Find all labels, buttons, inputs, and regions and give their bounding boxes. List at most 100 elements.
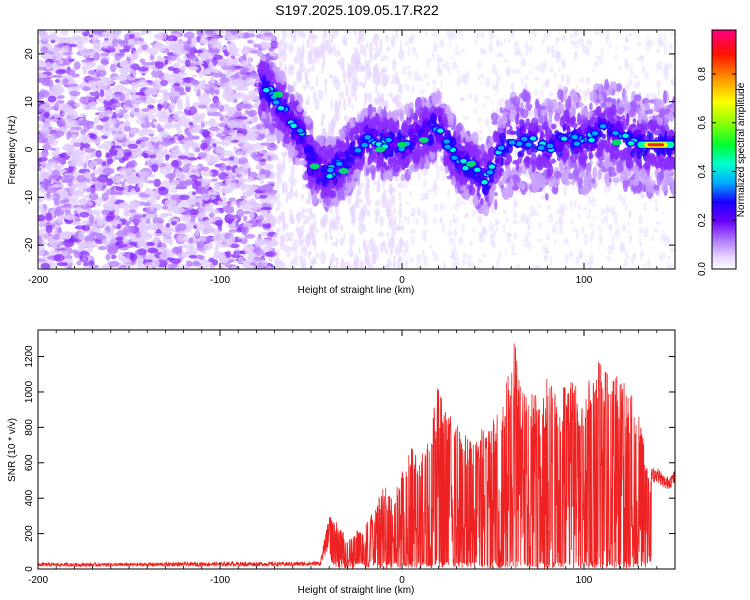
heatmap-cell [63, 189, 68, 198]
heatmap-cell [56, 262, 69, 267]
heatmap-cell [536, 238, 542, 243]
heatmap-cell [243, 243, 254, 252]
heatmap-cell [193, 49, 204, 54]
heatmap-cell [489, 33, 495, 39]
heatmap-cell [639, 241, 643, 248]
heatmap-cell [48, 174, 53, 182]
heatmap-cell [191, 198, 200, 203]
heatmap-cell [109, 63, 117, 73]
heatmap-cell [507, 38, 511, 43]
heatmap-cell [129, 127, 140, 135]
heatmap-cell [61, 112, 72, 116]
heatmap-cell [165, 140, 175, 145]
heatmap-cell [127, 151, 132, 156]
heatmap-cell [372, 53, 378, 61]
heatmap-cell [63, 203, 72, 208]
heatmap-cell [423, 73, 428, 79]
heatmap-cell [490, 112, 499, 122]
heatmap-cell [141, 61, 154, 66]
heatmap-cell [461, 49, 465, 54]
heatmap-cell [665, 62, 668, 72]
heatmap-cell [252, 125, 258, 133]
heatmap-cell [215, 183, 222, 191]
heatmap-cell [116, 149, 125, 159]
heatmap-cell [123, 184, 129, 192]
heatmap-cell [73, 142, 81, 147]
heatmap-cell [482, 253, 487, 258]
heatmap-cell [542, 81, 546, 91]
heatmap-cell [320, 43, 327, 52]
heatmap-cell [183, 31, 195, 39]
heatmap-cell [59, 200, 65, 204]
heatmap-cell [60, 45, 70, 54]
heatmap-cell [375, 98, 382, 103]
heatmap-cell [416, 76, 423, 82]
heatmap-cell [235, 116, 248, 120]
heatmap-cell [395, 93, 400, 99]
heatmap-cell [211, 235, 223, 241]
heatmap-cell [78, 119, 91, 127]
heatmap-cell [330, 252, 336, 264]
heatmap-cell [194, 230, 200, 238]
heatmap-cell [194, 201, 201, 207]
heatmap-cell [149, 136, 156, 141]
heatmap-cell [116, 112, 125, 118]
heatmap-cell [512, 219, 519, 225]
heatmap-cell [502, 223, 506, 231]
heatmap-cell [600, 208, 605, 216]
heatmap-cell [398, 93, 402, 100]
heatmap-cell [53, 112, 61, 119]
heatmap-cell [68, 200, 79, 205]
heatmap-cell [250, 50, 259, 54]
heatmap-cell [196, 177, 208, 182]
heatmap-cell [126, 160, 138, 168]
heatmap-cell [39, 103, 48, 110]
heatmap-cell [101, 238, 111, 246]
heatmap-cell [503, 58, 509, 63]
heatmap-cell [145, 187, 151, 195]
heatmap-cell [169, 74, 180, 78]
heatmap-cell [217, 58, 230, 63]
heatmap-cell [261, 219, 271, 224]
heatmap-cell [495, 68, 499, 80]
heatmap-cell [373, 259, 377, 265]
heatmap-cell [344, 84, 349, 97]
heatmap-cell [365, 174, 370, 188]
heatmap-cell [668, 242, 671, 247]
heatmap-cell [364, 185, 370, 196]
heatmap-cell [559, 220, 565, 225]
heatmap-cell [307, 79, 310, 85]
heatmap-cell [283, 261, 287, 269]
heatmap-cell [138, 179, 150, 183]
heatmap-cell [138, 223, 149, 232]
heatmap-cell [40, 73, 48, 79]
heatmap-cell [364, 91, 368, 106]
heatmap-cell [448, 237, 455, 246]
heatmap-cell [329, 33, 333, 45]
heatmap-cell [612, 210, 618, 220]
heatmap-cell [277, 192, 280, 201]
heatmap-cell [119, 120, 124, 125]
heatmap-cell [399, 224, 405, 232]
heatmap-cell [45, 61, 52, 71]
heatmap-cell [356, 37, 361, 45]
heatmap-cell [181, 82, 192, 87]
heatmap-cell [103, 206, 113, 210]
heatmap-cell [260, 207, 273, 211]
heatmap-cell [108, 260, 120, 268]
heatmap-cell [79, 141, 85, 151]
heatmap-cell [231, 161, 237, 166]
heatmap-cell [58, 58, 64, 65]
heatmap-cell [386, 46, 391, 52]
heatmap-cell [485, 77, 491, 87]
heatmap-cell [51, 169, 60, 179]
heatmap-cell [237, 256, 245, 264]
heatmap-cell [171, 179, 180, 185]
heatmap-cell [456, 257, 460, 268]
heatmap-cell [213, 251, 224, 259]
heatmap-cell [377, 72, 382, 79]
heatmap-cell [579, 252, 583, 259]
heatmap-cell [561, 60, 565, 68]
heatmap-cell [625, 251, 629, 259]
heatmap-cell [350, 204, 356, 218]
